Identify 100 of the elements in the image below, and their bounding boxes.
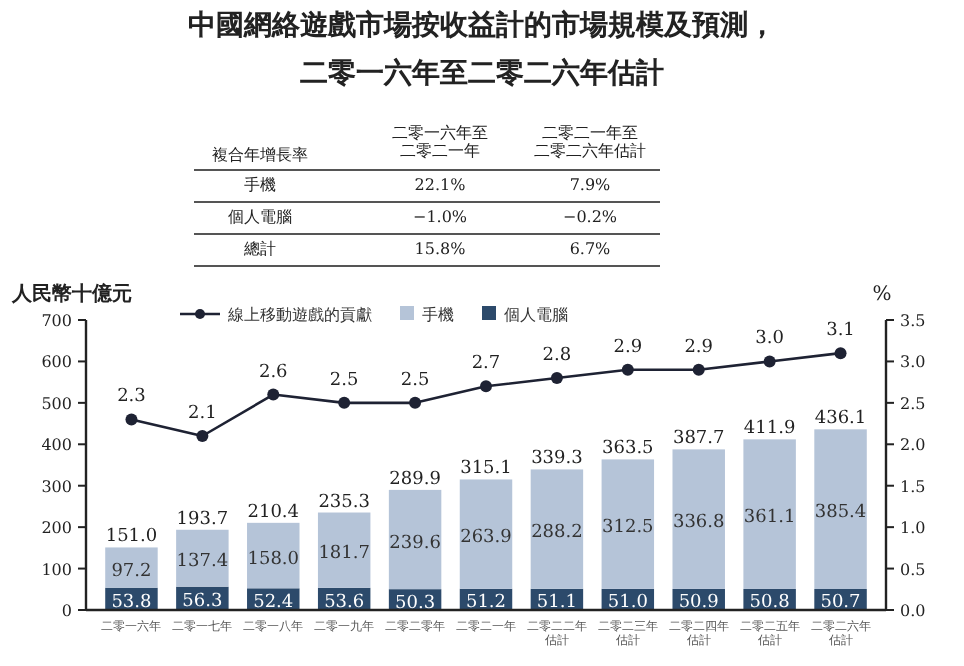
data-label: 2.1 <box>188 404 217 424</box>
legend-label: 手機 <box>422 306 454 324</box>
y2-tick-label: 3.0 <box>900 353 926 372</box>
bar <box>601 459 655 589</box>
data-label: 158.0 <box>247 549 300 570</box>
text: 22.1% <box>414 176 467 194</box>
total-label: 339.3 <box>531 449 584 470</box>
data-label: 56.3 <box>182 592 223 613</box>
bar <box>814 429 867 589</box>
total-label: 289.9 <box>389 469 442 490</box>
data-label: 2.5 <box>329 370 360 391</box>
text: 個人電腦 <box>228 208 292 226</box>
total-label: 210.4 <box>247 502 300 523</box>
bar <box>105 547 158 588</box>
data-label: 2.7 <box>471 354 501 375</box>
point <box>125 413 138 426</box>
y2-tick-label: 1.5 <box>900 477 926 496</box>
data-label: 2.8 <box>542 346 572 366</box>
bar <box>459 479 513 589</box>
text: 手機 <box>244 176 276 194</box>
data-label: 2.9 <box>684 337 714 358</box>
y2-axis-title: % <box>872 284 892 306</box>
point <box>834 347 847 360</box>
total-label: 387.7 <box>672 429 726 450</box>
data-label: 288.2 <box>531 523 583 544</box>
point <box>338 396 351 409</box>
total-label: 411.9 <box>743 419 796 440</box>
text: −1.0% <box>412 208 468 226</box>
point <box>621 363 634 376</box>
total-label: 151.0 <box>105 527 158 548</box>
y-tick-label: 100 <box>41 560 72 579</box>
data-label: 51.0 <box>607 593 649 614</box>
data-label: 312.5 <box>602 518 655 539</box>
data-label: 239.6 <box>389 533 442 554</box>
y2-tick-label: 3.5 <box>900 312 926 330</box>
y-tick-label: 400 <box>41 436 72 455</box>
y2-tick-label: 0.5 <box>900 560 926 579</box>
bar <box>317 512 371 588</box>
total-label: 436.1 <box>814 409 867 430</box>
data-label: 181.7 <box>318 544 371 565</box>
text: 15.8% <box>414 240 467 258</box>
data-label: 2.6 <box>258 362 289 383</box>
total-label: 315.1 <box>460 459 512 480</box>
data-label: 385.4 <box>814 503 867 524</box>
y2-tick-label: 1.0 <box>900 519 926 538</box>
point <box>267 388 280 401</box>
legend-label: 線上移動遊戲的貢獻 <box>226 306 372 324</box>
text: 二零一六年至二零二一年 <box>392 124 488 161</box>
data-label: 2.5 <box>400 370 430 391</box>
total-label: 193.7 <box>176 509 229 530</box>
data-label: 51.1 <box>536 593 577 614</box>
data-label: 2.3 <box>117 387 147 408</box>
data-label: 263.9 <box>460 528 513 549</box>
point <box>480 380 492 393</box>
y-tick-label: 700 <box>41 312 72 330</box>
data-label: 50.3 <box>395 593 436 614</box>
chart-title: 中國網絡遊戲市場按收益計的市場規模及預測， <box>188 8 776 42</box>
y2-tick-label: 0.0 <box>900 602 926 620</box>
y-tick-label: 200 <box>41 519 72 538</box>
chart-subtitle: 二零一六年至二零二六年估計 <box>300 56 664 90</box>
data-label: 50.7 <box>820 593 862 614</box>
y2-tick-label: 2.5 <box>900 394 926 413</box>
text: 二零二一年至二零二六年估計 <box>534 124 646 161</box>
bar <box>176 529 229 587</box>
y-axis-title: 人民幣十億元 <box>10 282 132 306</box>
point <box>409 396 422 409</box>
bar <box>672 449 725 589</box>
data-label: 2.9 <box>613 337 643 358</box>
data-label: 137.4 <box>176 552 229 573</box>
legend-label: 個人電腦 <box>504 306 568 324</box>
data-label: 50.8 <box>749 593 791 614</box>
data-label: 361.1 <box>743 508 796 529</box>
data-label: 51.2 <box>465 593 507 614</box>
data-label: 52.4 <box>253 593 294 614</box>
total-label: 235.3 <box>318 492 371 513</box>
y-tick-label: 300 <box>41 477 72 496</box>
data-label: 336.8 <box>672 513 726 534</box>
y-tick-label: 500 <box>41 394 72 413</box>
data-label: 3.1 <box>826 321 855 342</box>
data-label: 53.8 <box>111 592 153 613</box>
point <box>692 363 705 376</box>
bar <box>247 522 300 589</box>
text: 複合年增長率 <box>212 146 308 164</box>
data-label: 53.6 <box>324 592 365 613</box>
text: 7.9% <box>569 176 612 194</box>
bar <box>388 489 442 590</box>
bar <box>743 439 796 589</box>
text: 6.7% <box>569 240 612 258</box>
y-tick-label: 0 <box>61 602 72 620</box>
text: −0.2% <box>562 208 618 226</box>
data-label: 3.0 <box>755 329 785 350</box>
total-label: 363.5 <box>602 439 655 460</box>
point <box>550 372 563 384</box>
point <box>763 355 776 368</box>
data-label: 97.2 <box>111 561 152 582</box>
y-tick-label: 600 <box>41 353 72 372</box>
text: 總計 <box>242 240 276 258</box>
bar <box>530 469 584 589</box>
y2-tick-label: 2.0 <box>900 436 926 455</box>
point <box>196 430 209 442</box>
